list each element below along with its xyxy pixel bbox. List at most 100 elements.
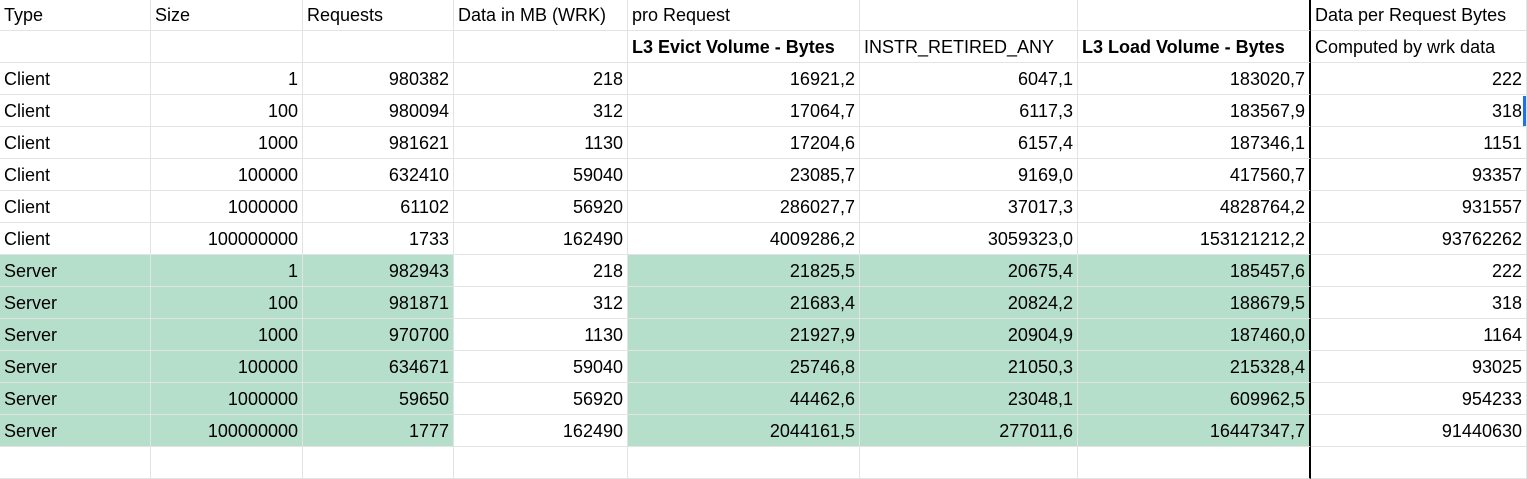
cell-l3-evict[interactable]: 2044161,5 [628,415,860,447]
cell-requests[interactable]: 634671 [303,351,454,383]
cell-data-mb[interactable]: 56920 [454,383,628,415]
cell-l3-load[interactable]: 417560,7 [1078,159,1311,191]
cell-data-mb[interactable]: 162490 [454,223,628,255]
cell-requests[interactable]: 981621 [303,127,454,159]
cell-data-per-request[interactable]: 954233 [1311,383,1527,415]
cell-data-mb[interactable]: 312 [454,95,628,127]
cell-requests[interactable]: 59650 [303,383,454,415]
header2-cell-empty-3[interactable] [454,31,628,63]
cell-data-per-request[interactable]: 931557 [1311,191,1527,223]
cell-requests[interactable]: 980382 [303,63,454,95]
cell-requests[interactable]: 632410 [303,159,454,191]
cell-l3-load[interactable]: 16447347,7 [1078,415,1311,447]
cell-data-mb[interactable]: 218 [454,63,628,95]
cell-instr-retired[interactable]: 6117,3 [860,95,1078,127]
cell-l3-evict[interactable]: 21927,9 [628,319,860,351]
cell-type[interactable]: Client [0,159,151,191]
cell-data-mb[interactable]: 59040 [454,159,628,191]
cell-l3-load[interactable]: 185457,6 [1078,255,1311,287]
cell-data-per-request[interactable]: 1151 [1311,127,1527,159]
cell-data-mb[interactable]: 218 [454,255,628,287]
cell-l3-load[interactable]: 188679,5 [1078,287,1311,319]
cell-data-mb[interactable]: 162490 [454,415,628,447]
cell-l3-load[interactable]: 153121212,2 [1078,223,1311,255]
header2-cell-empty-2[interactable] [303,31,454,63]
empty-cell[interactable] [1311,447,1527,479]
cell-l3-evict[interactable]: 17064,7 [628,95,860,127]
cell-size[interactable]: 1 [151,255,303,287]
cell-instr-retired[interactable]: 9169,0 [860,159,1078,191]
empty-cell[interactable] [1078,447,1311,479]
cell-l3-load[interactable]: 183020,7 [1078,63,1311,95]
empty-cell[interactable] [151,447,303,479]
cell-data-mb[interactable]: 59040 [454,351,628,383]
cell-type[interactable]: Client [0,223,151,255]
cell-type[interactable]: Client [0,127,151,159]
cell-instr-retired[interactable]: 3059323,0 [860,223,1078,255]
cell-instr-retired[interactable]: 6047,1 [860,63,1078,95]
header2-cell-empty-0[interactable] [0,31,151,63]
cell-data-per-request[interactable]: 222 [1311,255,1527,287]
header-cell-empty-2[interactable] [1078,0,1311,31]
empty-cell[interactable] [454,447,628,479]
header-cell-type[interactable]: Type [0,0,151,31]
cell-requests[interactable]: 981871 [303,287,454,319]
empty-cell[interactable] [0,447,151,479]
header2-cell-l3-load[interactable]: L3 Load Volume - Bytes [1078,31,1311,63]
cell-instr-retired[interactable]: 20824,2 [860,287,1078,319]
cell-size[interactable]: 100 [151,287,303,319]
cell-size[interactable]: 1 [151,63,303,95]
cell-data-mb[interactable]: 1130 [454,319,628,351]
cell-data-per-request[interactable]: 318 [1311,95,1527,127]
cell-data-mb[interactable]: 1130 [454,127,628,159]
cell-size[interactable]: 1000000 [151,191,303,223]
header2-cell-instr-retired[interactable]: INSTR_RETIRED_ANY [860,31,1078,63]
cell-requests[interactable]: 980094 [303,95,454,127]
cell-data-per-request[interactable]: 91440630 [1311,415,1527,447]
cell-requests[interactable]: 61102 [303,191,454,223]
header2-cell-computed-by-wrk[interactable]: Computed by wrk data [1311,31,1527,63]
header-cell-empty-1[interactable] [860,0,1078,31]
cell-size[interactable]: 1000 [151,319,303,351]
cell-l3-evict[interactable]: 286027,7 [628,191,860,223]
cell-requests[interactable]: 1777 [303,415,454,447]
cell-l3-evict[interactable]: 16921,2 [628,63,860,95]
cell-l3-evict[interactable]: 21825,5 [628,255,860,287]
cell-data-mb[interactable]: 56920 [454,191,628,223]
cell-data-per-request[interactable]: 222 [1311,63,1527,95]
cell-l3-load[interactable]: 187346,1 [1078,127,1311,159]
cell-requests[interactable]: 970700 [303,319,454,351]
cell-l3-evict[interactable]: 17204,6 [628,127,860,159]
cell-type[interactable]: Client [0,63,151,95]
cell-type[interactable]: Server [0,351,151,383]
cell-l3-evict[interactable]: 21683,4 [628,287,860,319]
cell-requests[interactable]: 982943 [303,255,454,287]
cell-type[interactable]: Server [0,415,151,447]
cell-size[interactable]: 100 [151,95,303,127]
cell-instr-retired[interactable]: 23048,1 [860,383,1078,415]
cell-size[interactable]: 100000000 [151,223,303,255]
cell-instr-retired[interactable]: 37017,3 [860,191,1078,223]
cell-l3-load[interactable]: 187460,0 [1078,319,1311,351]
header2-cell-l3-evict[interactable]: L3 Evict Volume - Bytes [628,31,860,63]
cell-type[interactable]: Server [0,287,151,319]
cell-requests[interactable]: 1733 [303,223,454,255]
cell-data-per-request[interactable]: 1164 [1311,319,1527,351]
header-cell-data-per-request[interactable]: Data per Request Bytes [1311,0,1527,31]
cell-type[interactable]: Server [0,319,151,351]
header-cell-pro-request[interactable]: pro Request [628,0,860,31]
cell-type[interactable]: Server [0,383,151,415]
cell-size[interactable]: 100000 [151,159,303,191]
cell-data-mb[interactable]: 312 [454,287,628,319]
cell-size[interactable]: 1000 [151,127,303,159]
cell-l3-load[interactable]: 215328,4 [1078,351,1311,383]
cell-instr-retired[interactable]: 21050,3 [860,351,1078,383]
cell-l3-evict[interactable]: 4009286,2 [628,223,860,255]
cell-size[interactable]: 100000 [151,351,303,383]
empty-cell[interactable] [628,447,860,479]
empty-cell[interactable] [860,447,1078,479]
cell-instr-retired[interactable]: 20675,4 [860,255,1078,287]
cell-l3-evict[interactable]: 44462,6 [628,383,860,415]
cell-l3-load[interactable]: 183567,9 [1078,95,1311,127]
header-cell-size[interactable]: Size [151,0,303,31]
